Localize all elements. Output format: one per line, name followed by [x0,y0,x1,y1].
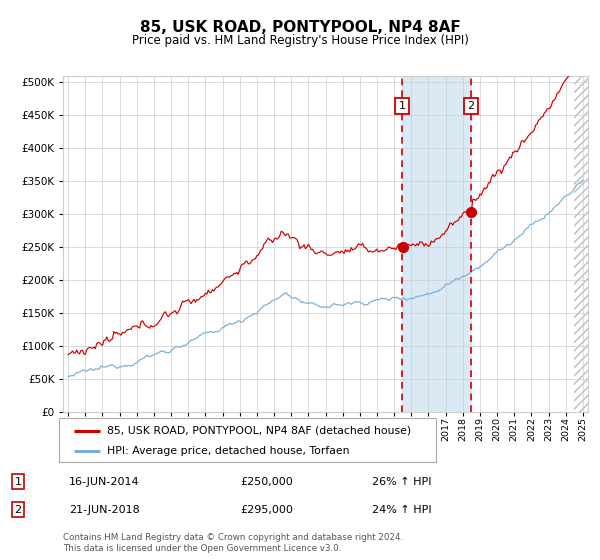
Text: £250,000: £250,000 [240,477,293,487]
Text: Price paid vs. HM Land Registry's House Price Index (HPI): Price paid vs. HM Land Registry's House … [131,34,469,46]
Text: 24% ↑ HPI: 24% ↑ HPI [372,505,431,515]
Text: 1: 1 [398,101,406,111]
Bar [402,76,471,412]
Text: 26% ↑ HPI: 26% ↑ HPI [372,477,431,487]
Text: 2: 2 [467,101,475,111]
FancyBboxPatch shape [59,418,436,463]
Text: 85, USK ROAD, PONTYPOOL, NP4 8AF: 85, USK ROAD, PONTYPOOL, NP4 8AF [140,20,460,35]
Text: 16-JUN-2014: 16-JUN-2014 [69,477,140,487]
Text: HPI: Average price, detached house, Torfaen: HPI: Average price, detached house, Torf… [107,446,350,456]
Text: £295,000: £295,000 [240,505,293,515]
Text: Contains HM Land Registry data © Crown copyright and database right 2024.
This d: Contains HM Land Registry data © Crown c… [63,533,403,553]
Bar [574,76,588,412]
Text: 1: 1 [14,477,22,487]
Text: 2: 2 [14,505,22,515]
Text: 85, USK ROAD, PONTYPOOL, NP4 8AF (detached house): 85, USK ROAD, PONTYPOOL, NP4 8AF (detach… [107,426,412,436]
Text: 21-JUN-2018: 21-JUN-2018 [69,505,140,515]
